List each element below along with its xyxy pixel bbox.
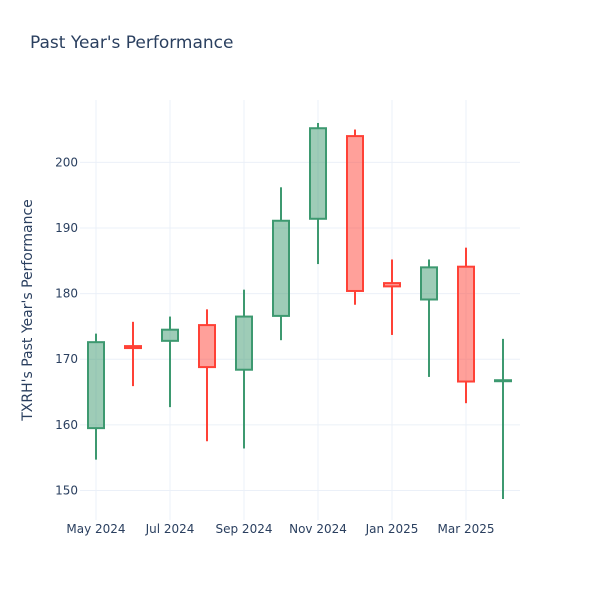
candle-body (272, 219, 290, 317)
candle (494, 338, 512, 499)
candle (457, 247, 475, 404)
y-tick-label: 180 (55, 287, 78, 301)
candle-body (383, 282, 401, 288)
candle (198, 309, 216, 442)
candle-layer (87, 122, 512, 499)
candle-body (198, 324, 216, 369)
x-tick-label: Jan 2025 (365, 522, 419, 536)
candle (87, 333, 105, 460)
candle-body (87, 341, 105, 430)
y-tick-label: 160 (55, 418, 78, 432)
candle-body (457, 265, 475, 383)
candle-body (494, 379, 512, 383)
grid-layer (80, 100, 520, 520)
x-tick-label: May 2024 (66, 522, 125, 536)
candle-body (124, 345, 142, 350)
x-tick-label: Nov 2024 (289, 522, 347, 536)
candle-body (420, 266, 438, 301)
x-tick-label: Jul 2024 (145, 522, 195, 536)
candle (272, 187, 290, 341)
candle (124, 321, 142, 387)
candle (346, 129, 364, 305)
y-axis-title: TXRH's Past Year's Performance (20, 199, 36, 422)
candle-body (309, 127, 327, 220)
x-tick-label: Mar 2025 (438, 522, 495, 536)
y-tick-label: 200 (55, 155, 78, 169)
y-tick-label: 170 (55, 352, 78, 366)
tick-layer: 150 160 170 180 190 200 May 2024 Jul 2024 Sep 20… (55, 155, 494, 536)
chart-title: Past Year's Performance (30, 33, 234, 53)
candle (309, 122, 327, 265)
y-tick-label: 190 (55, 221, 78, 235)
candle-body (346, 135, 364, 292)
candle (161, 316, 179, 408)
candle (420, 259, 438, 377)
candle (235, 289, 253, 449)
candle (383, 259, 401, 335)
x-tick-label: Sep 2024 (216, 522, 273, 536)
y-tick-label: 150 (55, 483, 78, 497)
candle-body (161, 328, 179, 342)
candle-body (235, 315, 253, 371)
